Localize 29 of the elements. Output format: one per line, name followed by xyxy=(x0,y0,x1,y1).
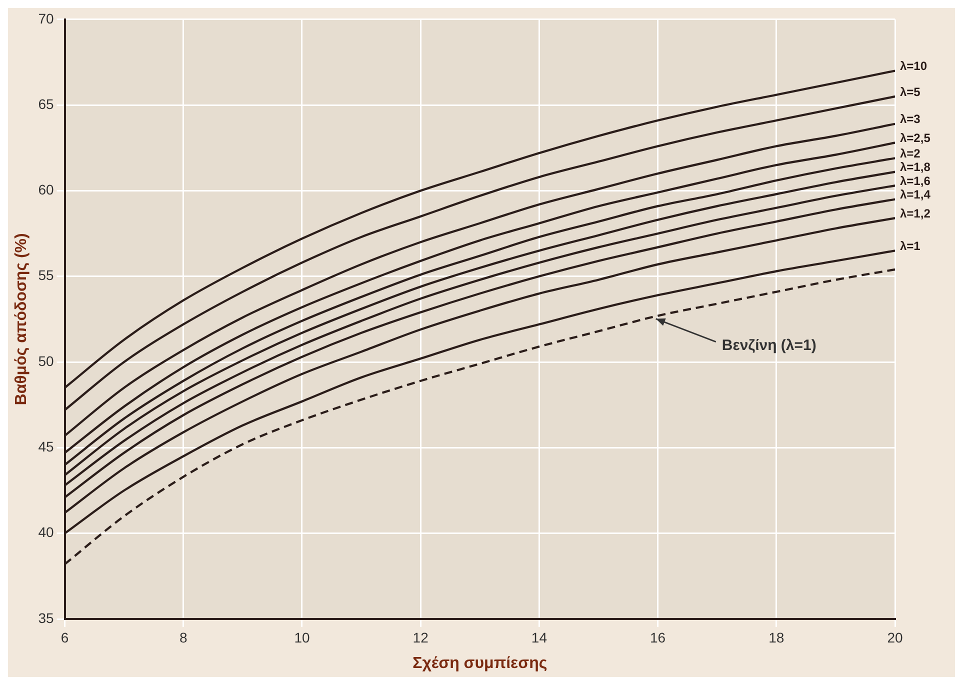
y-axis-title: Βαθμός απόδοσης (%) xyxy=(13,233,30,406)
series-label: λ=1 xyxy=(900,238,921,253)
series-label: λ=5 xyxy=(900,84,921,99)
y-tick-label: 45 xyxy=(38,438,54,455)
x-tick-label: 18 xyxy=(768,629,784,646)
x-tick-label: 14 xyxy=(531,629,548,646)
series-label: λ=1,2 xyxy=(900,206,931,220)
series-label: λ=1,6 xyxy=(900,174,931,188)
x-tick-label: 8 xyxy=(179,629,188,646)
series-label: λ=1,8 xyxy=(900,160,931,174)
annotation: Βενζίνη (λ=1) xyxy=(722,336,816,354)
x-tick-label: 6 xyxy=(60,629,69,646)
y-tick-label: 70 xyxy=(38,10,54,26)
x-tick-label: 10 xyxy=(294,629,310,646)
y-tick-label: 50 xyxy=(38,352,54,369)
y-tick-label: 65 xyxy=(38,96,54,112)
y-tick-label: 40 xyxy=(38,524,54,540)
series-label: λ=10 xyxy=(900,59,928,74)
x-axis-title: Σχέση συμπίεσης xyxy=(412,654,548,672)
y-tick-label: 35 xyxy=(38,610,54,626)
y-tick-label: 60 xyxy=(38,182,54,198)
series-label: λ=3 xyxy=(900,112,921,126)
x-tick-label: 12 xyxy=(412,629,429,646)
series-label: λ=2 xyxy=(900,146,921,160)
x-tick-label: 16 xyxy=(650,629,666,646)
y-tick-label: 55 xyxy=(38,267,54,284)
series-label: λ=1,4 xyxy=(900,188,931,202)
x-tick-label: 20 xyxy=(887,629,903,646)
series-label: λ=2,5 xyxy=(900,131,931,146)
